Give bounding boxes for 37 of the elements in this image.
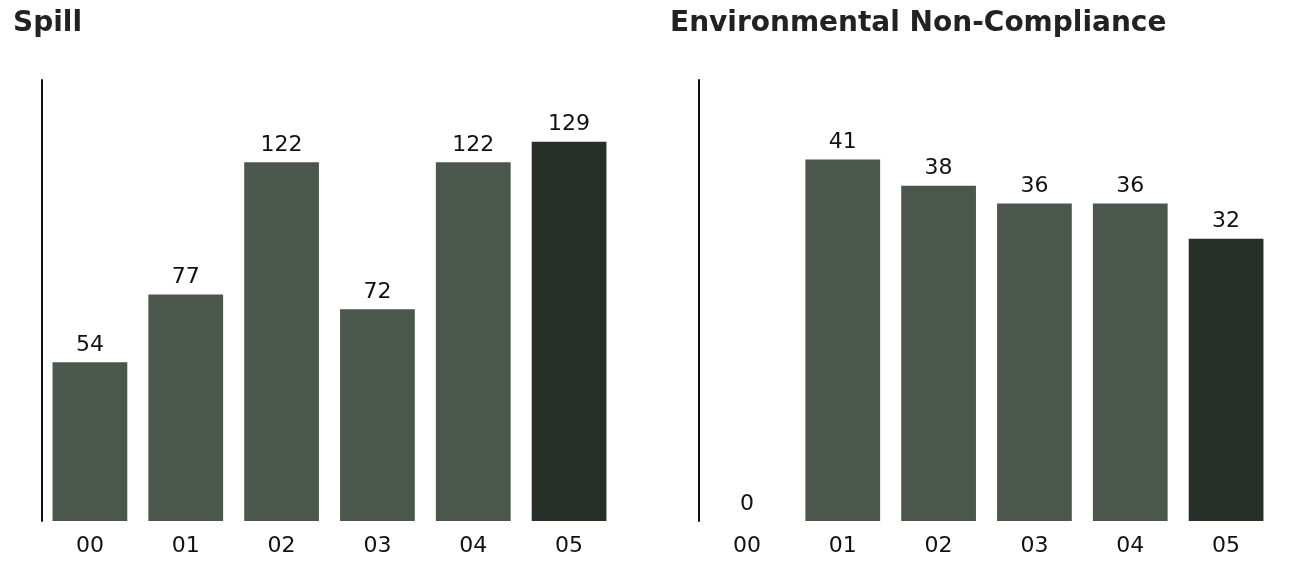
x-tick-label: 00 <box>75 531 104 557</box>
data-label: 36 <box>1020 171 1049 197</box>
bar <box>1092 203 1168 521</box>
x-tick-label: 03 <box>1020 531 1049 557</box>
data-label: 0 <box>739 489 754 515</box>
x-tick-label: 01 <box>828 531 857 557</box>
data-label: 129 <box>548 110 591 136</box>
x-tick-label: 01 <box>171 531 200 557</box>
x-tick-label: 05 <box>1212 531 1241 557</box>
data-label: 122 <box>260 130 303 156</box>
data-label: 36 <box>1116 171 1145 197</box>
data-label: 41 <box>828 127 857 153</box>
x-tick-label: 05 <box>555 531 584 557</box>
bar <box>340 309 415 521</box>
chart-title: Spill <box>13 4 83 38</box>
data-label: 72 <box>363 277 392 303</box>
data-label: 54 <box>75 330 104 356</box>
data-label: 77 <box>171 263 200 289</box>
data-label: 122 <box>452 130 495 156</box>
x-tick-label: 04 <box>1116 531 1145 557</box>
x-tick-label: 00 <box>732 531 761 557</box>
x-tick-label: 02 <box>924 531 953 557</box>
bar <box>997 203 1072 521</box>
x-tick-label: 02 <box>267 531 296 557</box>
x-tick-label: 03 <box>363 531 392 557</box>
data-label: 38 <box>924 154 953 180</box>
chart-title: Environmental Non-Compliance <box>670 4 1167 38</box>
x-tick-label: 04 <box>459 531 488 557</box>
bar <box>148 294 224 521</box>
data-label: 32 <box>1212 207 1241 233</box>
bar <box>901 185 976 521</box>
bar <box>805 159 881 521</box>
bar <box>1188 238 1264 521</box>
bar <box>52 362 128 521</box>
bar <box>244 162 319 521</box>
bar <box>435 162 511 521</box>
bar <box>531 141 607 521</box>
